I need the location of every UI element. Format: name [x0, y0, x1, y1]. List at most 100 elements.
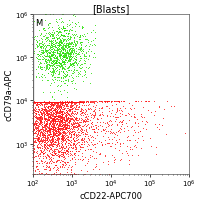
- Point: [45, 120, 49, 123]
- Point: [53, 101, 56, 105]
- Point: [66, 117, 69, 120]
- Point: [31, 160, 35, 163]
- Point: [62, 14, 65, 17]
- Point: [33, 101, 36, 105]
- Point: [81, 131, 84, 134]
- Point: [68, 101, 71, 105]
- Point: [58, 85, 61, 89]
- Point: [83, 113, 87, 116]
- Point: [114, 118, 118, 121]
- Point: [53, 56, 56, 60]
- Point: [31, 101, 35, 105]
- Point: [82, 55, 85, 58]
- Point: [67, 24, 70, 27]
- Point: [40, 108, 44, 111]
- Point: [72, 116, 75, 119]
- Point: [37, 101, 41, 105]
- Point: [62, 147, 65, 150]
- Point: [61, 55, 64, 58]
- Point: [72, 101, 75, 105]
- Point: [49, 101, 52, 105]
- Point: [84, 120, 87, 124]
- Point: [83, 35, 86, 38]
- Point: [57, 116, 60, 119]
- Point: [51, 45, 54, 49]
- Point: [55, 146, 58, 149]
- Point: [36, 57, 39, 61]
- Point: [33, 132, 36, 135]
- Point: [61, 101, 65, 105]
- Point: [32, 152, 35, 156]
- Point: [44, 147, 47, 150]
- Point: [50, 145, 54, 148]
- Point: [68, 117, 72, 120]
- Point: [62, 51, 65, 55]
- Point: [48, 150, 51, 153]
- Point: [31, 102, 35, 106]
- Point: [79, 139, 83, 142]
- Point: [40, 140, 44, 143]
- Point: [56, 101, 59, 105]
- Point: [31, 123, 35, 126]
- Point: [79, 101, 82, 105]
- Point: [42, 101, 45, 105]
- Point: [46, 101, 49, 105]
- Point: [49, 142, 52, 145]
- Point: [45, 142, 49, 145]
- Point: [76, 101, 79, 105]
- Point: [42, 144, 45, 147]
- Point: [72, 119, 75, 122]
- Point: [76, 172, 79, 175]
- Point: [50, 60, 53, 64]
- Point: [82, 137, 85, 140]
- Point: [44, 40, 47, 43]
- Point: [70, 111, 73, 114]
- Point: [38, 134, 42, 137]
- Point: [140, 120, 143, 123]
- Point: [31, 139, 35, 142]
- Point: [66, 113, 70, 116]
- Point: [79, 113, 82, 116]
- Point: [35, 137, 38, 140]
- Point: [35, 112, 38, 115]
- Point: [92, 52, 95, 55]
- Point: [74, 44, 77, 47]
- Point: [59, 128, 63, 131]
- Point: [75, 116, 78, 120]
- Point: [47, 133, 50, 136]
- Point: [45, 110, 48, 113]
- Point: [61, 39, 64, 42]
- Point: [47, 143, 50, 146]
- Point: [43, 120, 46, 123]
- Point: [70, 127, 73, 130]
- Point: [46, 130, 49, 133]
- Point: [75, 118, 78, 121]
- Point: [42, 141, 46, 144]
- Point: [50, 38, 53, 41]
- Point: [115, 131, 118, 134]
- Point: [78, 101, 81, 105]
- Point: [57, 71, 60, 74]
- Point: [58, 101, 61, 105]
- Point: [62, 131, 65, 135]
- Point: [48, 120, 51, 123]
- Point: [58, 108, 61, 112]
- Point: [80, 67, 83, 70]
- Point: [45, 58, 48, 61]
- Point: [66, 101, 69, 105]
- Point: [46, 112, 49, 115]
- Point: [73, 160, 77, 164]
- Point: [79, 125, 82, 129]
- Point: [58, 101, 61, 105]
- Point: [114, 100, 117, 104]
- Point: [83, 135, 86, 138]
- Point: [60, 133, 64, 136]
- Point: [55, 109, 59, 113]
- Point: [45, 160, 48, 163]
- Point: [45, 110, 48, 113]
- Point: [60, 117, 63, 121]
- Point: [81, 120, 85, 124]
- Point: [44, 127, 47, 130]
- Point: [106, 162, 110, 166]
- Point: [107, 100, 110, 104]
